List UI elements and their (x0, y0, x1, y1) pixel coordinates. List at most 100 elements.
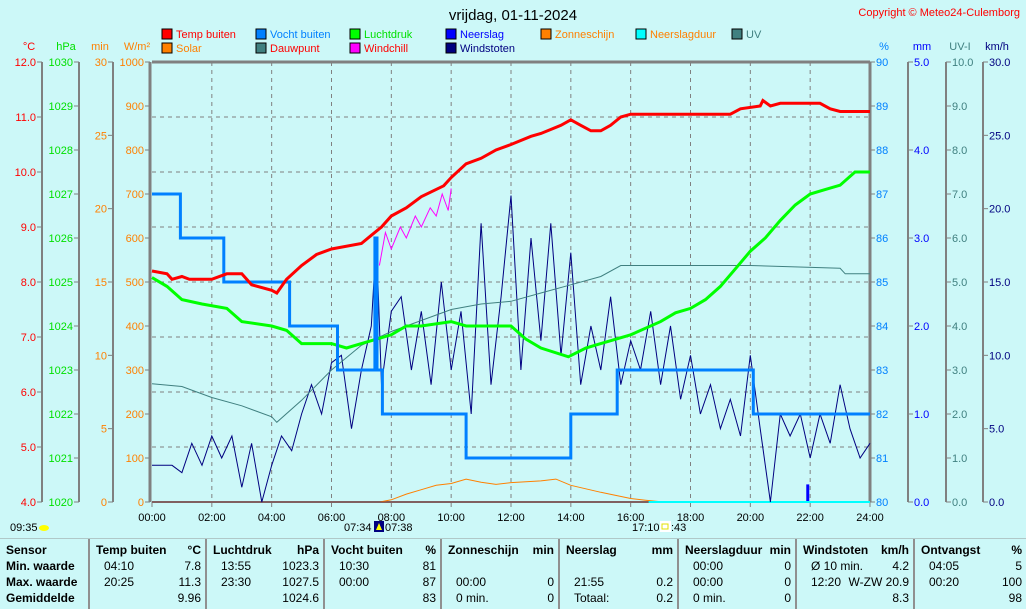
legend-label: Neerslag (460, 29, 504, 41)
cell-time: 00:00 (693, 559, 724, 573)
mm-tick-label: 3.0 (914, 233, 929, 245)
min-tick-label: 5 (101, 424, 107, 436)
cell-time: 00:00 (693, 575, 724, 589)
cell-value: 0 (784, 575, 791, 589)
table-cell-row: 9.96 (96, 591, 201, 607)
table-header: Temp buiten °C (96, 543, 201, 559)
hpa-tick-label: 1022 (49, 409, 73, 421)
sunset-icon (660, 521, 671, 532)
min-tick-label: 0 (101, 497, 107, 509)
x-tick-label: 18:00 (677, 512, 705, 524)
kmh-tick-label: 5.0 (989, 424, 1004, 436)
table-header: Windstoten km/h (803, 543, 909, 559)
column-unit: % (1011, 543, 1022, 557)
legend-swatch-0 (161, 28, 173, 40)
cell-time: 04:05 (929, 559, 960, 573)
cell-value: 1027.5 (282, 575, 319, 589)
legend-label: Vocht buiten (270, 29, 331, 41)
wm2-tick-label: 0 (138, 497, 144, 509)
bar-neerslag (806, 484, 810, 502)
min-tick-label: 10 (95, 350, 107, 362)
uv-tick-label: 1.0 (952, 453, 967, 465)
table-cell-row: 98 (921, 591, 1022, 607)
column-title: Windstoten (803, 543, 869, 557)
kmh-tick-label: 30.0 (989, 57, 1010, 69)
table-section-windstoten: Windstoten km/h Ø 10 min. 4.2 12:20 W-ZW 20.9… (795, 539, 913, 609)
pct-axis-unit: % (879, 41, 889, 53)
uv-tick-label: 6.0 (952, 233, 967, 245)
series-temp-buiten (151, 98, 870, 295)
row-label: Max. waarde (6, 575, 78, 589)
cell-value: 0.2 (656, 591, 673, 605)
legend-swatch-9 (349, 42, 361, 54)
cell-time: 04:10 (104, 559, 135, 573)
table-section-zonneschijn: Zonneschijn min 00:00 0 0 min. 0 (440, 539, 558, 609)
cell-value: 11.3 (178, 575, 201, 589)
temp-tick-label: 8.0 (21, 277, 36, 289)
pct-tick-label: 86 (876, 233, 888, 245)
table-cell-row: 1024.6 (213, 591, 319, 607)
table-header: Neerslagduur min (685, 543, 791, 559)
hpa-tick-label: 1029 (49, 101, 73, 113)
table-cell-row: 04:05 5 (921, 559, 1022, 575)
x-tick-label: 14:00 (557, 512, 585, 524)
column-unit: km/h (880, 543, 909, 557)
uv-tick-label: 9.0 (952, 101, 967, 113)
kmh-tick-label: 10.0 (989, 350, 1010, 362)
x-tick-label: 02:00 (198, 512, 226, 524)
cell-time: 00:00 (456, 575, 487, 589)
pct-tick-label: 85 (876, 277, 888, 289)
kmh-tick-label: 25.0 (989, 130, 1010, 142)
column-title: Neerslagduur (685, 543, 763, 557)
x-tick-label: 08:00 (378, 512, 406, 524)
pct-tick-label: 82 (876, 409, 888, 421)
hpa-tick-label: 1023 (49, 365, 73, 377)
x-tick-label: 20:00 (737, 512, 765, 524)
cell-value: 98 (1008, 591, 1022, 605)
cell-value: 87 (422, 575, 436, 589)
wm2-tick-label: 900 (126, 101, 144, 113)
table-section-vocht-buiten: Vocht buiten% 10:30 81 00:00 87 83 (323, 539, 440, 609)
uv-tick-label: 3.0 (952, 365, 967, 377)
legend-swatch-2 (349, 28, 361, 40)
x-tick-label: 12:00 (497, 512, 525, 524)
table-cell-row: 0 min. 0 (685, 591, 791, 607)
sun-info: 09:35 07:34 07:38 17:10 :43 (10, 521, 686, 534)
mm-tick-label: 1.0 (914, 409, 929, 421)
cell-time: 10:30 (339, 559, 370, 573)
table-cell-row: 04:10 7.8 (96, 559, 201, 575)
mm-tick-label: 4.0 (914, 145, 929, 157)
wm2-axis-unit: W/m² (124, 41, 151, 53)
cell-value: 0 (784, 591, 791, 605)
table-section-neerslag: Neerslag mm 21:55 0.2 Totaal: 0.2 (558, 539, 677, 609)
cell-value: 1023.3 (282, 559, 319, 573)
column-unit: hPa (296, 543, 319, 557)
temp-tick-label: 9.0 (21, 222, 36, 234)
cell-value: 0 (547, 591, 554, 605)
wm2-tick-label: 700 (126, 189, 144, 201)
column-unit: min (769, 543, 791, 557)
table-cell-row: 13:55 1023.3 (213, 559, 319, 575)
cell-time: Totaal: (574, 591, 610, 605)
x-tick-label: 04:00 (258, 512, 286, 524)
hpa-tick-label: 1024 (49, 321, 73, 333)
min-tick-label: 30 (95, 57, 107, 69)
x-tick-label: 10:00 (437, 512, 465, 524)
legend-label: Windstoten (460, 43, 515, 55)
table-cell-row: 83 (331, 591, 436, 607)
temp-tick-label: 4.0 (21, 497, 36, 509)
wm2-tick-label: 600 (126, 233, 144, 245)
wm2-tick-label: 400 (126, 321, 144, 333)
uv-tick-label: 4.0 (952, 321, 967, 333)
row-label: Sensor (6, 543, 47, 557)
cell-value: 0 (547, 575, 554, 589)
column-title: Neerslag (566, 543, 617, 557)
legend-swatch-7 (161, 42, 173, 54)
column-title: Luchtdruk (213, 543, 272, 557)
cell-time: 23:30 (221, 575, 252, 589)
kmh-tick-label: 0.0 (989, 497, 1004, 509)
series-dauwpunt (151, 265, 870, 423)
sunset-time-b: :43 (671, 522, 686, 534)
cell-time: Ø 10 min. (811, 559, 864, 573)
legend-swatch-8 (255, 42, 267, 54)
